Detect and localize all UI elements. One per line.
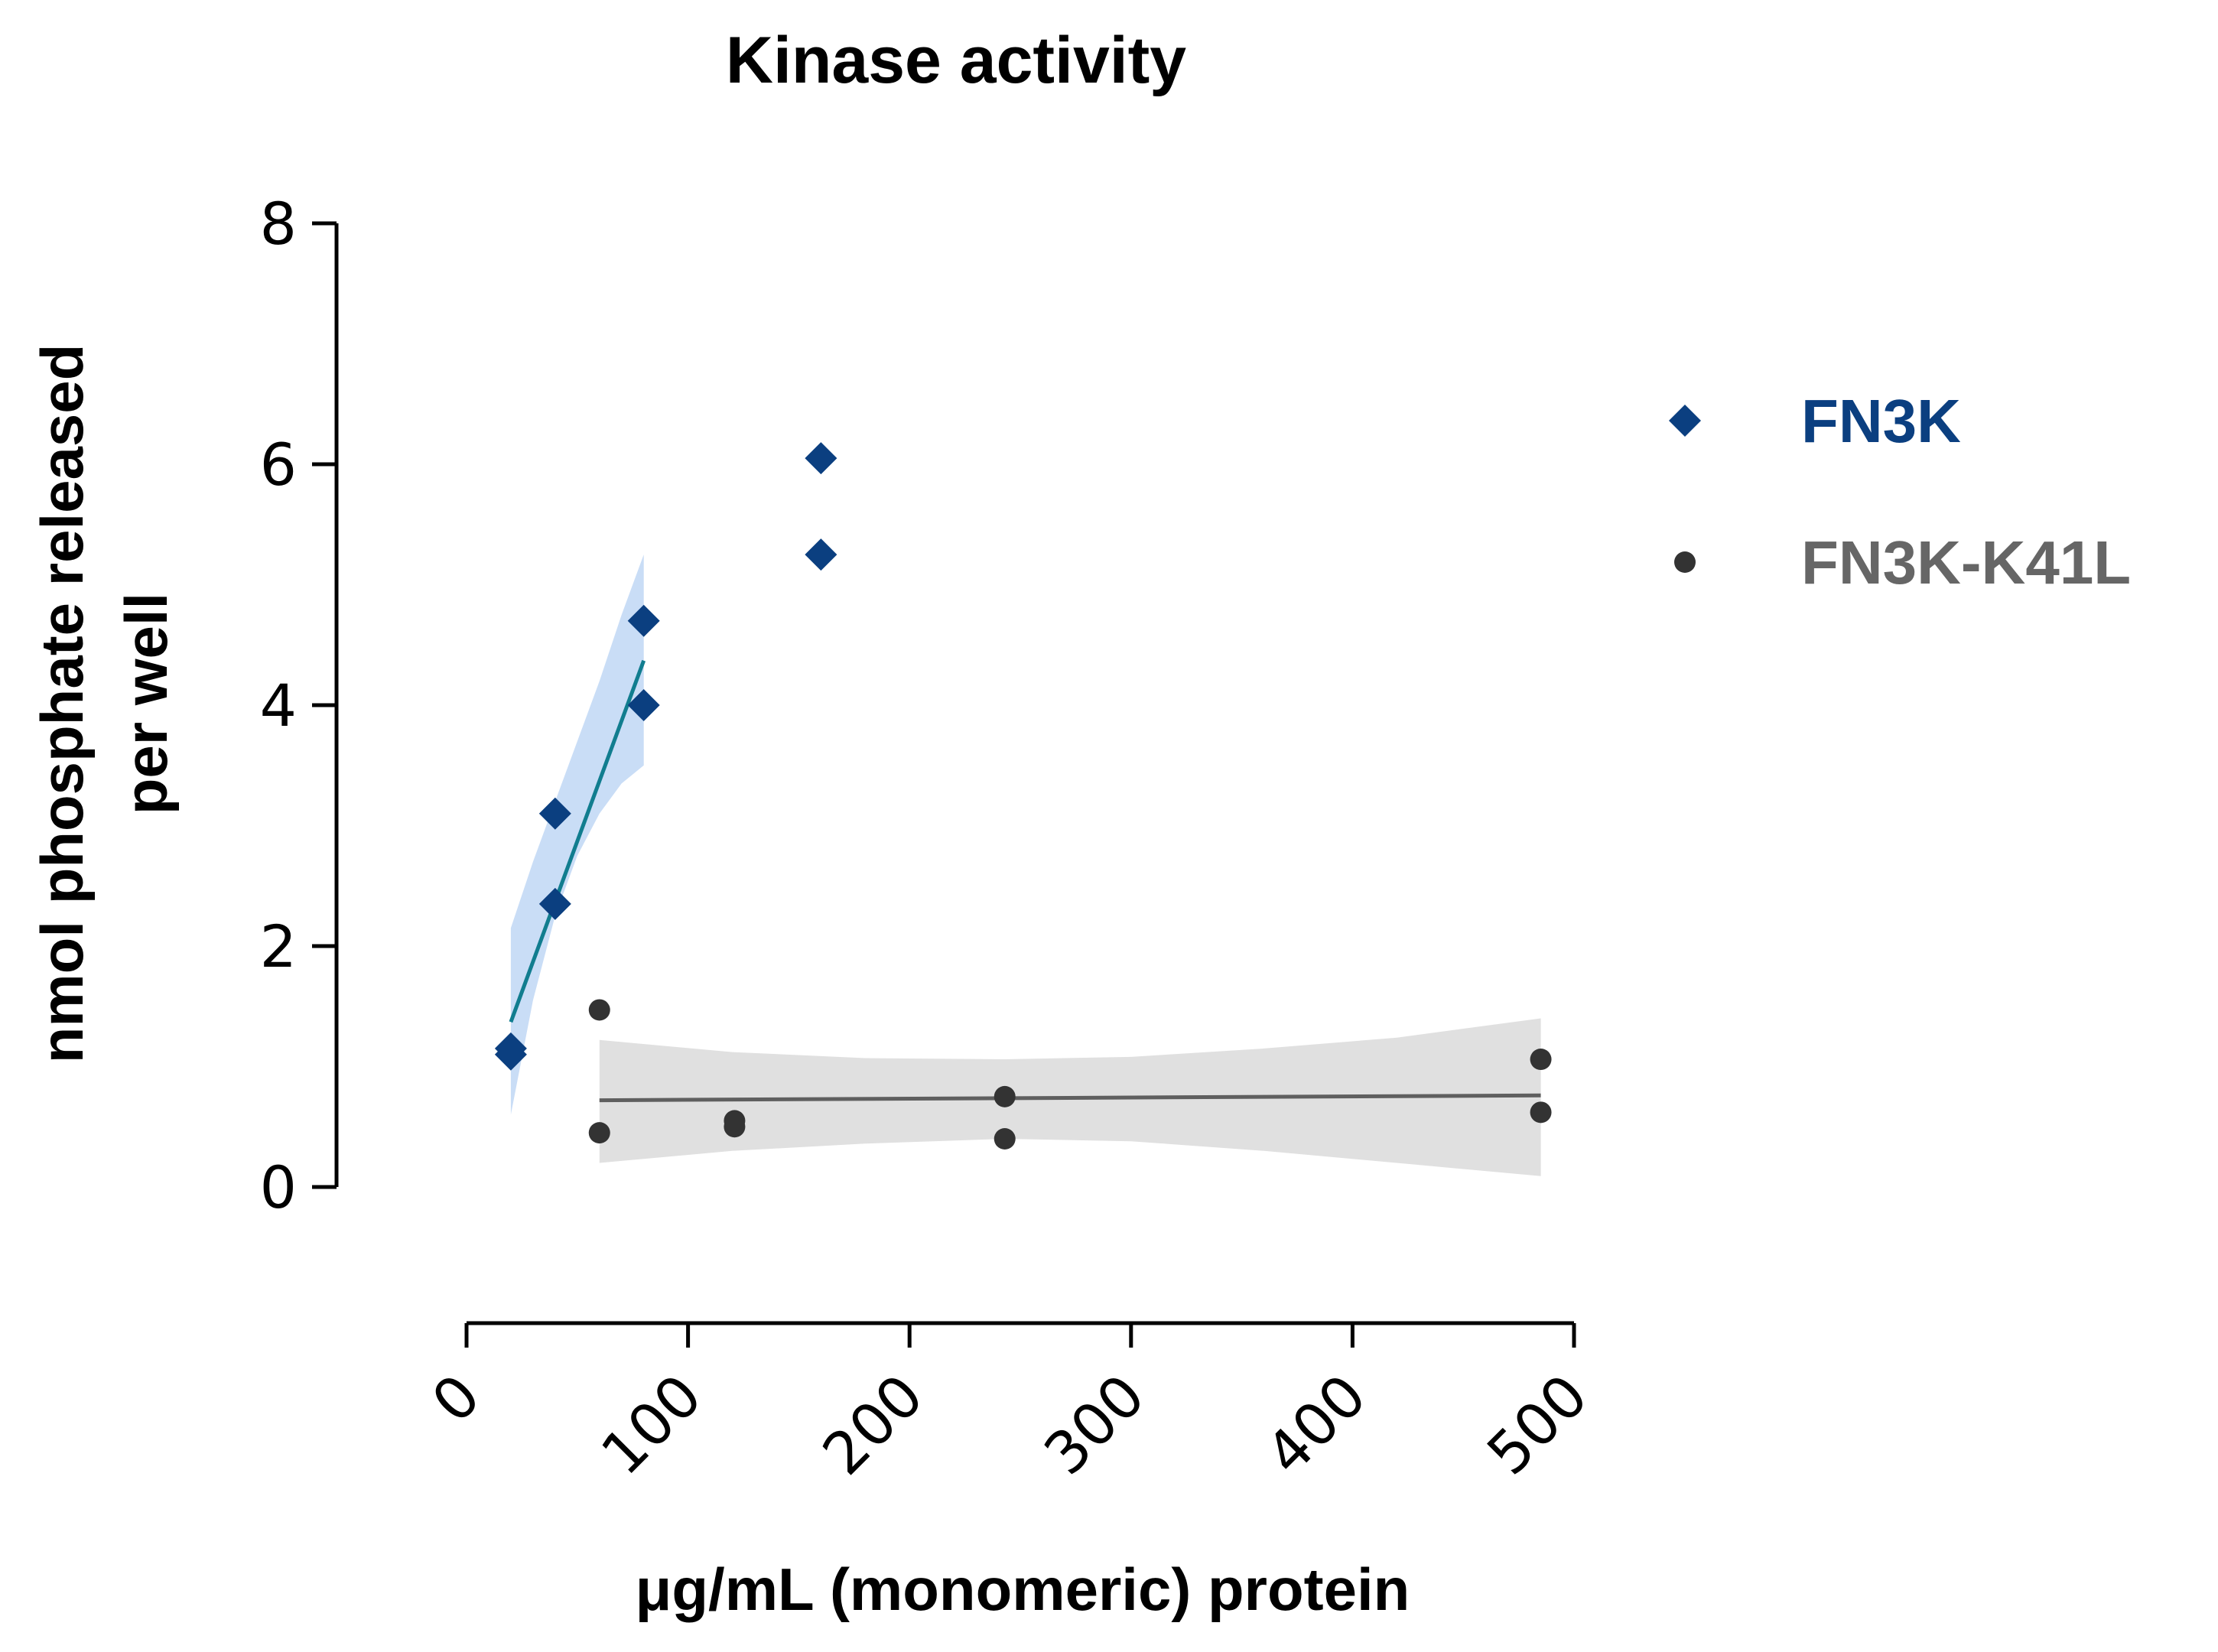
fn3k-point xyxy=(805,538,837,571)
fit-lines xyxy=(509,659,1541,1103)
axes: 0 2 4 6 8 0 100 200 300 400 500 xyxy=(260,190,1601,1488)
chart-title: Kinase activity xyxy=(726,24,1186,97)
fn3k-legend-marker xyxy=(1669,405,1701,437)
fn3k-point xyxy=(538,887,571,920)
confidence-bands xyxy=(510,554,1541,1176)
fn3k-k41l-legend-label: FN3K-K41L xyxy=(1801,528,2131,597)
y-tick-label: 4 xyxy=(260,672,297,740)
fn3k-k41l-point xyxy=(1530,1049,1552,1071)
fn3k-k41l-point xyxy=(1530,1101,1552,1124)
fn3k-k41l-point xyxy=(994,1085,1016,1107)
x-tick-label: 400 xyxy=(1253,1361,1380,1488)
data-points xyxy=(494,442,1552,1150)
fn3k-confidence-band xyxy=(510,554,644,1115)
fn3k-k41l-fit-line xyxy=(599,1093,1541,1103)
fn3k-point xyxy=(494,1032,527,1065)
x-tick-label: 200 xyxy=(809,1361,936,1488)
x-tick-label: 100 xyxy=(588,1361,715,1488)
x-tick-label: 500 xyxy=(1474,1361,1601,1488)
fn3k-legend-label: FN3K xyxy=(1801,387,1961,455)
fn3k-k41l-point xyxy=(994,1128,1016,1150)
x-tick-label: 300 xyxy=(1031,1361,1158,1488)
y-axis-label: nmol phosphate released per well xyxy=(28,344,180,1064)
y-tick-label: 8 xyxy=(260,190,297,258)
y-tick-label: 2 xyxy=(260,912,297,980)
x-tick-label: 0 xyxy=(419,1361,493,1436)
fn3k-point xyxy=(627,689,660,721)
fn3k-fit-line xyxy=(509,659,646,1023)
y-axis-label-line-2: per well xyxy=(112,593,180,815)
fn3k-k41l-point xyxy=(724,1110,746,1132)
fn3k-k41l-legend-marker xyxy=(1674,551,1696,573)
y-tick-label: 0 xyxy=(260,1153,297,1221)
fn3k-point xyxy=(627,604,660,637)
y-axis-label-line-1: nmol phosphate released xyxy=(28,344,96,1064)
fn3k-point xyxy=(805,442,837,475)
fn3k-k41l-point xyxy=(588,1122,610,1144)
y-tick-label: 6 xyxy=(260,431,297,499)
fn3k-k41l-point xyxy=(588,999,610,1021)
fn3k-point xyxy=(538,797,571,830)
x-axis-label: μg/mL (monomeric) protein xyxy=(636,1556,1410,1623)
legend: FN3K FN3K-K41L xyxy=(1669,387,2131,597)
